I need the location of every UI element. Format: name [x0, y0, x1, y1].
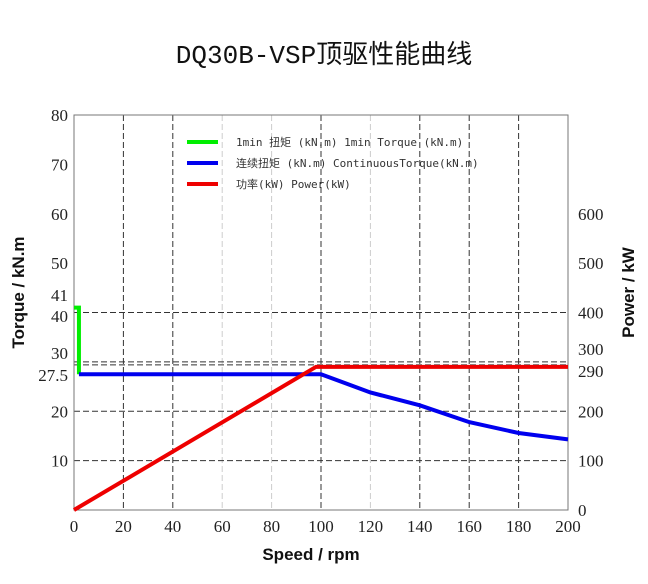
x-axis-label: Speed / rpm	[262, 545, 359, 564]
y2-tick-label: 100	[578, 452, 604, 471]
y-tick-label: 41	[51, 286, 68, 305]
series-line-1	[78, 372, 569, 442]
x-tick-label: 20	[115, 517, 132, 536]
x-tick-label: 80	[263, 517, 280, 536]
y2-tick-label: 200	[578, 402, 604, 421]
x-tick-label: 180	[506, 517, 532, 536]
y-tick-label: 30	[51, 344, 68, 363]
legend-label-0: 1min 扭矩 (kN.m) 1min Torque (kN.m)	[236, 135, 463, 149]
x-tick-label: 160	[456, 517, 482, 536]
y-tick-label: 60	[51, 205, 68, 224]
y2-tick-label: 300	[578, 340, 604, 359]
legend-label-1: 连续扭矩 (kN.m) ContinuousTorque(kN.m)	[236, 156, 479, 170]
y-tick-label: 80	[51, 106, 68, 125]
y2-tick-label: 600	[578, 205, 604, 224]
y-tick-label: 27.5	[38, 366, 68, 385]
x-tick-label: 200	[555, 517, 581, 536]
plot-frame	[73, 114, 569, 511]
x-tick-label: 100	[308, 517, 334, 536]
x-tick-label: 140	[407, 517, 433, 536]
x-tick-label: 60	[214, 517, 231, 536]
y-tick-label: 70	[51, 155, 68, 174]
chart-title: DQ30B-VSP顶驱性能曲线	[175, 41, 473, 71]
y-tick-label: 50	[51, 254, 68, 273]
y2-axis-label: Power / kW	[619, 246, 638, 338]
y-tick-label: 20	[51, 402, 68, 421]
y-tick-label: 40	[51, 307, 68, 326]
y2-tick-label: 400	[578, 304, 604, 323]
y2-tick-label: 290	[578, 362, 604, 381]
x-tick-label: 40	[164, 517, 181, 536]
y-axis-label: Torque / kN.m	[9, 236, 28, 348]
series-line-0	[74, 305, 81, 375]
x-tick-label: 0	[70, 517, 79, 536]
y2-tick-label: 500	[578, 254, 604, 273]
series-line-2	[72, 364, 568, 512]
x-tick-label: 120	[358, 517, 384, 536]
legend-label-2: 功率(kW) Power(kW)	[236, 177, 351, 191]
y-tick-label: 10	[51, 452, 68, 471]
y2-tick-label: 0	[578, 501, 587, 520]
